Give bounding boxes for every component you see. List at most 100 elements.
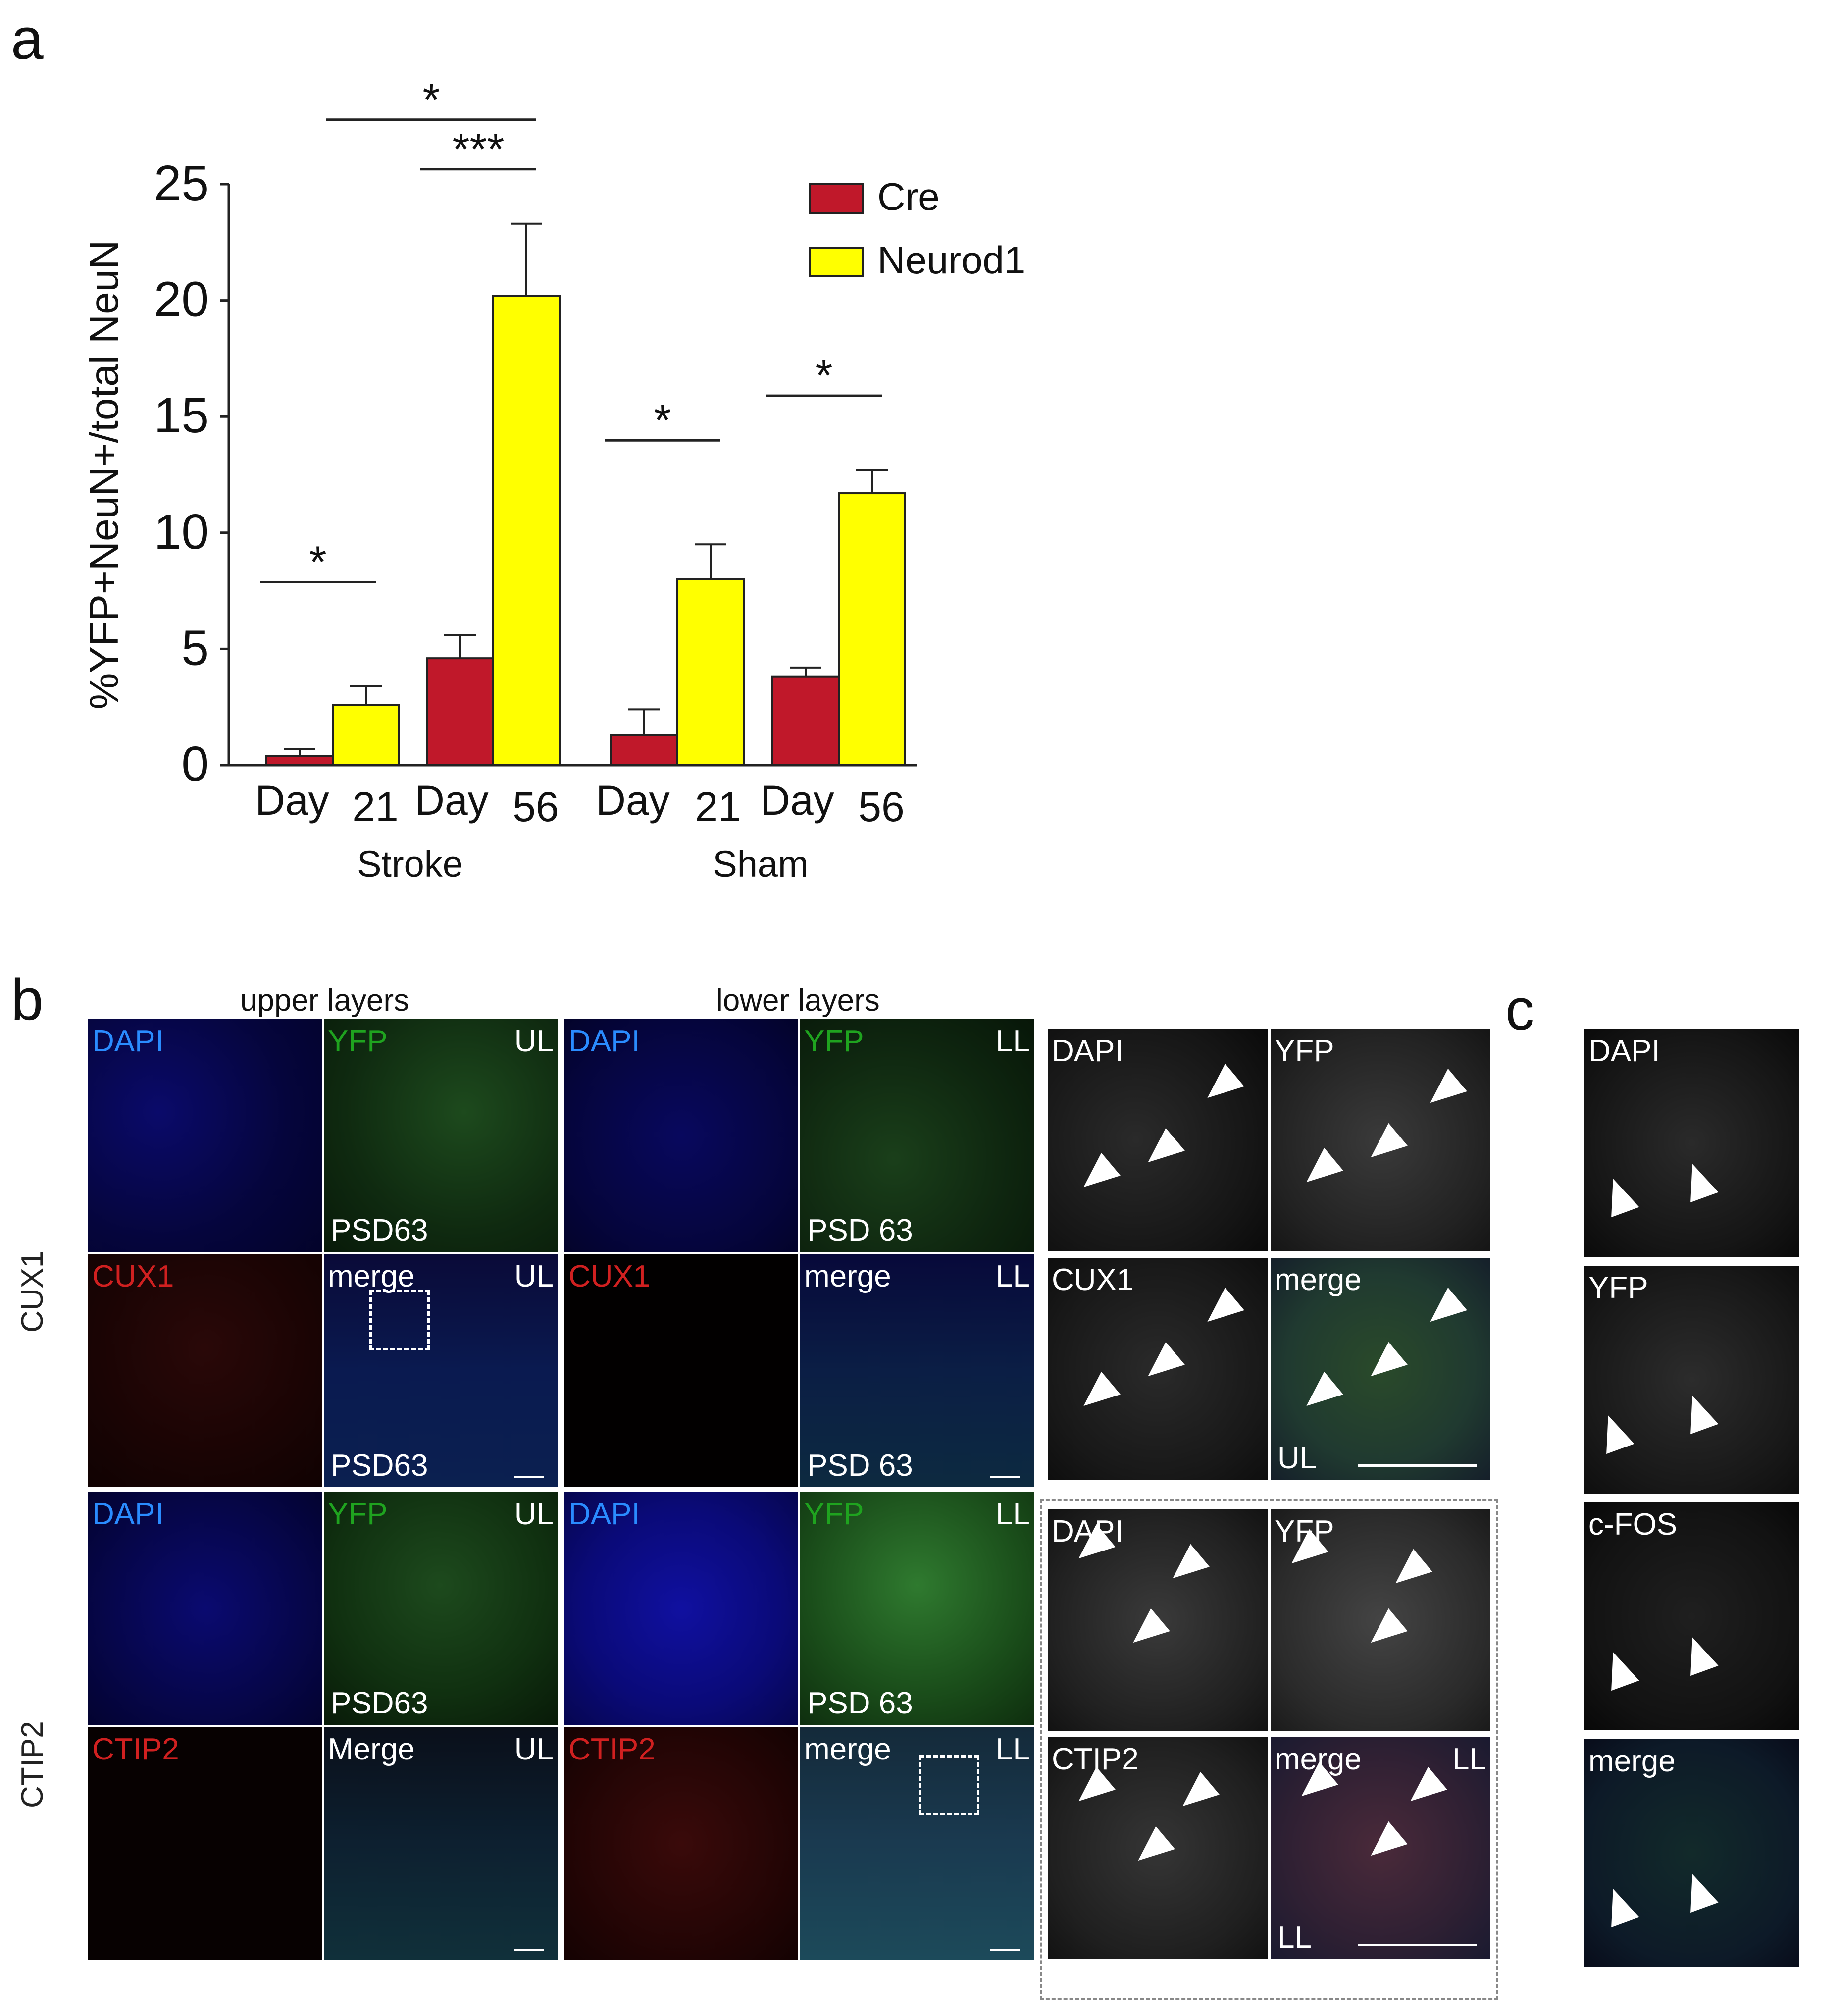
y-tick-label: 0 [181,736,209,792]
zoom-cux1-dapi: DAPI [1048,1029,1268,1251]
tile-age-label: PSD63 [331,1448,428,1483]
x-tick-label: 21 [695,783,741,830]
tile-label-dapi: DAPI [92,1024,164,1058]
tile-c-merge: merge [1584,1739,1799,1967]
tile-layer-tag: UL [514,1497,554,1531]
zoom-label-merge: merge [1275,1742,1362,1776]
y-tick-label: 10 [154,504,209,560]
arrowhead-icon [1173,1771,1220,1818]
lower-layers-title: lower layers [716,983,880,1018]
zoom-ctip2-yfp: YFP [1271,1509,1490,1731]
scale-bar [1358,1464,1477,1467]
scale-bar [514,1949,544,1951]
panel-letter-a: a [11,6,44,72]
tile-label-yfp: YFP [328,1024,388,1058]
zoom-label-yfp: YFP [1275,1514,1334,1549]
tile-ctip2-ul-yfp: YFP UL PSD63 [324,1492,558,1725]
arrowhead-icon [1678,1868,1719,1913]
arrowhead-icon [1361,1608,1408,1654]
group-label: Sham [713,843,808,884]
tile-age-label: PSD 63 [807,1448,913,1483]
arrowhead-icon [1421,1068,1467,1115]
zoom-layer-tag: LL [1452,1742,1486,1776]
significance-label: *** [452,125,504,174]
tile-age-label: PSD63 [331,1213,428,1247]
arrowhead-icon [1401,1766,1447,1813]
zoom-label-dapi: DAPI [1052,1034,1124,1068]
bar [426,657,494,766]
tile-layer-tag: LL [996,1259,1030,1293]
x-tick-label: 21 [352,783,398,830]
arrowhead-icon [1678,1390,1719,1435]
tile-age-label: PSD 63 [807,1213,913,1247]
arrowhead-icon [1198,1063,1244,1110]
scale-bar [1358,1944,1477,1946]
y-tick-label: 25 [154,155,209,211]
tile-ctip2-ll-merge: merge LL [800,1727,1034,1960]
tile-layer-tag: UL [514,1259,554,1293]
arrowhead-icon [1361,1123,1408,1169]
x-tick-label: Day [414,777,488,824]
zoom-label-yfp: YFP [1275,1034,1334,1068]
tile-label-dapi: DAPI [568,1024,640,1058]
arrowhead-icon [1163,1544,1210,1590]
tile-label-dapi: DAPI [92,1497,164,1531]
arrowhead-icon [1386,1549,1432,1595]
x-tick-label: 56 [512,783,559,830]
tile-c-dapi: DAPI [1584,1029,1799,1257]
zoom-label-merge: merge [1275,1263,1362,1297]
zoom-inset-frame [1040,1499,1498,2000]
tile-label-dapi: DAPI [1588,1034,1660,1068]
group-label: Stroke [357,843,463,884]
arrowhead-icon [1074,1371,1121,1418]
tile-label-merge: merge [1588,1744,1676,1778]
tile-label-cux1: CUX1 [568,1259,651,1293]
upper-layers-title: upper layers [240,983,409,1018]
tile-ctip2-ll-dapi: DAPI [564,1492,798,1725]
x-tick-label: 56 [858,783,904,830]
tile-cux1-ul-dapi: DAPI [88,1019,322,1252]
arrowhead-icon [1138,1128,1185,1174]
tile-label-merge: merge [804,1732,891,1766]
bar [676,578,745,766]
panel-letter-b: b [11,967,44,1033]
zoom-ctip2-merge: merge LL LL [1271,1737,1490,1959]
significance-label: * [654,396,671,445]
zoom-cux1-yfp: YFP [1271,1029,1490,1251]
arrowhead-icon [1297,1371,1343,1418]
tile-cux1-ul-merge: merge UL PSD63 [324,1254,558,1487]
tile-label-yfp: YFP [328,1497,388,1531]
tile-layer-tag: LL [996,1497,1030,1531]
legend-swatch [809,247,864,277]
y-tick-label: 5 [181,620,209,675]
tile-ctip2-ul-merge: Merge UL [324,1727,558,1960]
tile-cux1-ul-yfp: YFP UL PSD63 [324,1019,558,1252]
tile-layer-tag: UL [514,1732,554,1766]
legend-label: Cre [877,175,940,218]
zoom-ctip2-dapi: DAPI [1048,1509,1268,1731]
bar [492,295,561,766]
tile-label-yfp: YFP [804,1497,864,1531]
significance-label: * [309,537,326,587]
tile-ctip2-ul-marker: CTIP2 [88,1727,322,1960]
arrowhead-icon [1421,1287,1467,1334]
arrowhead-icon [1138,1342,1185,1388]
arrowhead-icon [1074,1152,1121,1199]
bar-chart: 0 5 10 15 20 25 %YFP+NeuN+/total NeuN Day 21 Day 5… [82,75,1025,884]
tile-c-yfp: YFP [1584,1266,1799,1494]
tile-layer-tag: UL [514,1024,554,1058]
tile-label-cfos: c-FOS [1588,1507,1678,1542]
zoom-cux1-marker: CUX1 [1048,1258,1268,1480]
arrowhead-icon [1678,1632,1719,1676]
arrowhead-icon [1361,1342,1408,1388]
tile-label-yfp: YFP [804,1024,864,1058]
legend-swatch [809,183,864,214]
x-tick-label: Day [760,777,834,824]
zoom-label-ctip2: CTIP2 [1052,1742,1139,1776]
tile-label-cux1: CUX1 [92,1259,174,1293]
bar [332,704,400,767]
arrowhead-icon [1678,1158,1719,1203]
y-tick-label: 20 [154,272,209,327]
significance-label: * [815,351,832,401]
tile-ctip2-ul-dapi: DAPI [88,1492,322,1725]
